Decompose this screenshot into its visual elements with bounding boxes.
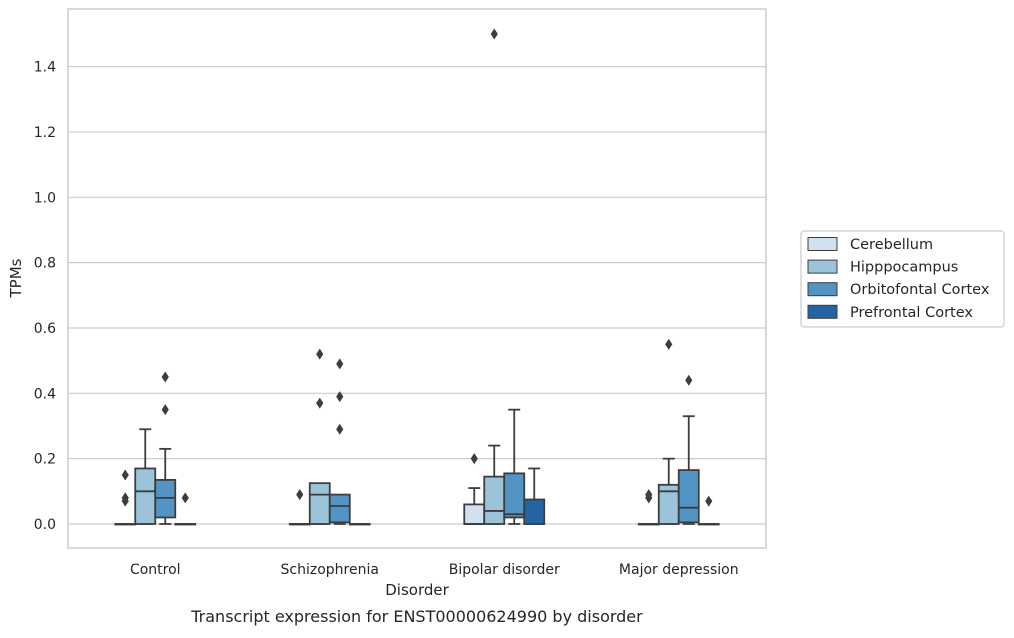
legend-box — [800, 230, 1005, 328]
y-tick-label: 1.0 — [34, 190, 56, 206]
chart-caption: Transcript expression for ENST0000062499… — [190, 607, 643, 626]
legend-label: Hipppocampus — [850, 260, 958, 276]
box-prefrontal-cortex — [697, 495, 720, 526]
x-tick-label: Schizophrenia — [281, 562, 379, 578]
box-hipppocampus — [657, 338, 680, 525]
y-tick-label: 1.4 — [34, 60, 56, 76]
outlier-point — [181, 492, 189, 504]
box-iqr — [463, 503, 486, 525]
outlier-point — [490, 28, 498, 40]
legend-label: Orbitofontal Cortex — [850, 282, 990, 298]
box-iqr — [677, 469, 700, 524]
outlier-point — [665, 338, 673, 350]
outlier-point — [685, 374, 693, 386]
box-orbitofontal-cortex — [503, 408, 526, 525]
y-tick-label: 1.2 — [34, 125, 56, 141]
outlier-point — [336, 391, 344, 403]
outlier-point — [121, 495, 129, 507]
legend-swatch — [807, 259, 838, 274]
box-cerebellum — [463, 453, 486, 525]
y-tick-label: 0.0 — [34, 517, 56, 533]
outlier-point — [161, 371, 169, 383]
box-prefrontal-cortex — [174, 492, 197, 526]
box-cerebellum — [637, 489, 660, 526]
x-tick-label: Bipolar disorder — [449, 562, 560, 578]
box-orbitofontal-cortex — [677, 374, 700, 525]
y-tick-label: 0.6 — [34, 321, 56, 337]
x-axis-label: Disorder — [385, 581, 449, 599]
box-orbitofontal-cortex — [328, 358, 351, 525]
outlier-point — [470, 453, 478, 465]
y-tick-label: 0.8 — [34, 256, 56, 272]
outlier-point — [645, 492, 653, 504]
box-iqr — [134, 467, 157, 525]
outlier-point — [336, 358, 344, 370]
x-tick-label: Control — [130, 562, 181, 578]
legend: Cerebellum Hipppocampus Orbitofontal Corte… — [800, 230, 1005, 328]
legend-swatch — [807, 304, 838, 319]
outlier-point — [296, 489, 304, 501]
legend-label: Cerebellum — [850, 237, 933, 253]
box-prefrontal-cortex — [348, 523, 371, 526]
box-orbitofontal-cortex — [154, 371, 177, 525]
y-axis-label: TPMs — [7, 258, 25, 298]
plot-border — [67, 8, 767, 549]
box-cerebellum — [288, 489, 311, 526]
y-tick-label: 0.4 — [34, 386, 56, 402]
legend-label: Prefrontal Cortex — [850, 305, 973, 321]
box-iqr — [523, 498, 546, 525]
box-iqr — [483, 475, 506, 525]
box-iqr — [503, 472, 526, 519]
y-tick-label: 0.2 — [34, 452, 56, 468]
outlier-point — [336, 423, 344, 435]
outlier-point — [161, 404, 169, 416]
outlier-point — [121, 469, 129, 481]
gridlines — [68, 66, 766, 525]
box-iqr — [328, 493, 351, 524]
outlier-point — [316, 348, 324, 360]
boxes — [114, 28, 720, 526]
box-hipppocampus — [134, 428, 157, 525]
box-iqr — [308, 482, 331, 525]
box-prefrontal-cortex — [523, 467, 546, 525]
box-hipppocampus — [483, 28, 506, 525]
legend-swatch — [807, 282, 838, 297]
outlier-point — [316, 397, 324, 409]
outlier-point — [705, 495, 713, 507]
legend-swatch — [807, 237, 838, 251]
x-axis-ticks: Control Schizophrenia Bipolar disorder Majo… — [130, 562, 739, 578]
x-tick-label: Major depression — [619, 562, 739, 578]
plot-frame — [67, 8, 767, 549]
box-hipppocampus — [308, 348, 331, 525]
box-cerebellum — [114, 469, 137, 526]
y-axis-ticks: 0.0 0.2 0.4 0.6 0.8 1.0 1.2 1.4 — [34, 60, 56, 533]
